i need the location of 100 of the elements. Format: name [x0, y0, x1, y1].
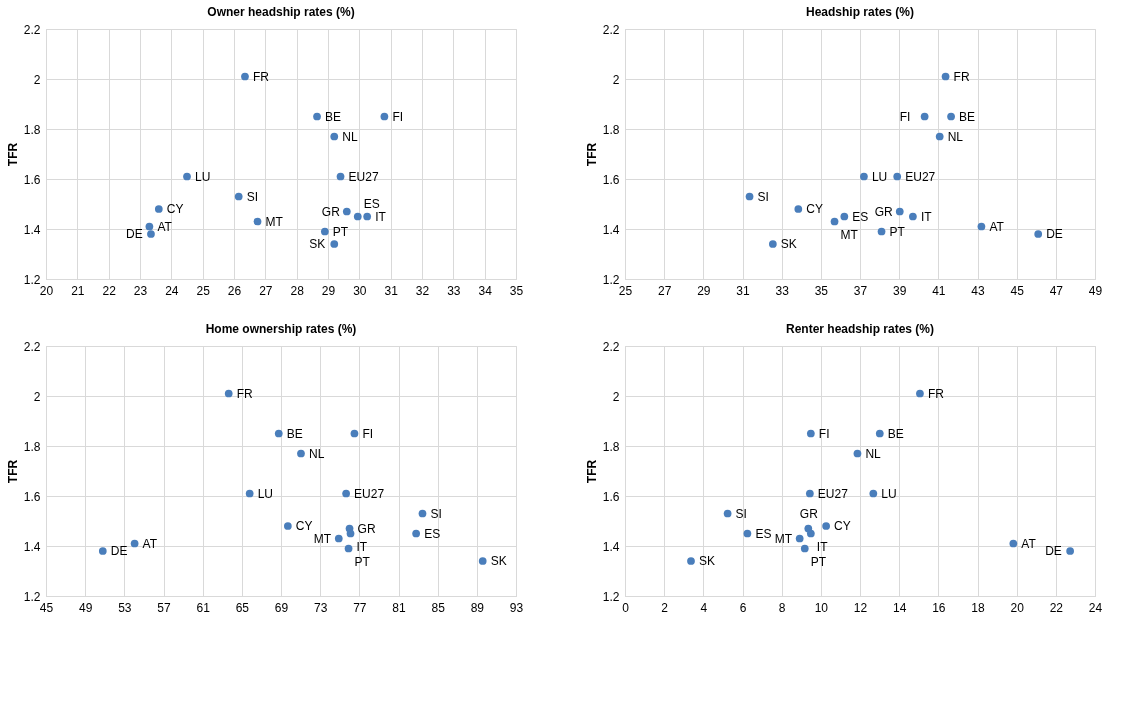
point: [346, 529, 355, 538]
data-label: MT: [840, 227, 859, 242]
data-label: EU27: [348, 169, 379, 184]
data-label: ES: [852, 209, 869, 224]
data-label: FR: [236, 386, 254, 401]
y-tick-label: 1.6: [602, 489, 620, 504]
data-label: PT: [354, 554, 371, 569]
y-tick-label: 1.2: [602, 272, 620, 287]
point: [723, 509, 732, 518]
x-tick-label: 28: [290, 283, 305, 298]
data-label: MT: [774, 531, 793, 546]
x-tick-label: 39: [892, 283, 907, 298]
point: [363, 212, 372, 221]
point: [768, 240, 777, 248]
chart-title: Headship rates (%): [805, 5, 915, 19]
y-tick-label: 1.6: [602, 172, 620, 187]
point: [1009, 539, 1018, 548]
x-tick-label: 27: [259, 283, 273, 298]
x-tick-label: 32: [415, 283, 430, 298]
data-label: SI: [246, 189, 259, 204]
point: [380, 112, 389, 121]
point: [977, 222, 986, 231]
y-tick-label: 1.4: [23, 539, 41, 554]
x-tick-label: 45: [39, 600, 54, 615]
point: [687, 557, 695, 565]
data-label: IT: [816, 539, 829, 554]
x-tick-label: 61: [196, 600, 211, 615]
y-tick-label: 1.4: [602, 222, 620, 237]
y-tick-label: 1.8: [23, 439, 41, 454]
y-tick-label: 1.4: [602, 539, 620, 554]
data-label: SI: [735, 506, 747, 521]
data-label: AT: [142, 536, 158, 551]
point: [920, 112, 929, 121]
data-label: GR: [357, 521, 376, 536]
point: [330, 240, 339, 248]
x-tick-label: 14: [892, 600, 907, 615]
x-tick-label: 73: [313, 600, 328, 615]
x-tick-label: 81: [392, 600, 406, 615]
point: [130, 539, 139, 548]
point: [743, 529, 752, 538]
x-tick-label: 2: [661, 600, 669, 615]
point: [342, 207, 351, 216]
data-label: GR: [321, 204, 341, 219]
point: [344, 544, 353, 553]
x-tick-label: 23: [133, 283, 148, 298]
data-label: LU: [257, 486, 274, 501]
x-tick-label: 18: [971, 600, 985, 615]
point: [877, 227, 886, 236]
point: [1034, 230, 1043, 238]
point: [1066, 547, 1074, 555]
point: [320, 227, 329, 236]
data-label: LU: [881, 486, 897, 501]
data-label: AT: [1021, 536, 1037, 551]
point: [330, 132, 339, 141]
point: [334, 534, 343, 543]
data-label: LU: [195, 169, 211, 184]
point: [241, 72, 249, 81]
x-tick-label: 93: [509, 600, 524, 615]
x-tick-label: 65: [235, 600, 250, 615]
data-label: EU27: [817, 486, 849, 501]
x-tick-label: 25: [196, 283, 211, 298]
point: [869, 489, 878, 498]
data-label: BE: [959, 109, 976, 124]
point: [800, 544, 809, 553]
point: [350, 429, 359, 438]
point: [830, 217, 839, 226]
data-label: AT: [157, 219, 173, 234]
data-label: IT: [920, 209, 933, 224]
point: [253, 217, 262, 226]
point: [353, 212, 362, 221]
data-label: CY: [806, 202, 823, 216]
x-tick-label: 8: [778, 600, 786, 615]
data-label: EU27: [354, 486, 385, 501]
data-label: NL: [947, 129, 964, 144]
x-tick-label: 47: [1049, 283, 1064, 298]
data-label: MT: [313, 531, 332, 546]
y-tick-label: 2: [612, 389, 620, 404]
x-tick-label: 22: [102, 283, 117, 298]
data-label: DE: [110, 544, 128, 558]
data-label: NL: [308, 446, 325, 461]
point: [342, 489, 350, 498]
point: [183, 172, 191, 181]
data-label: SI: [430, 506, 442, 521]
y-tick-label: 2.2: [602, 339, 620, 354]
point: [895, 207, 904, 216]
x-tick-label: 49: [78, 600, 93, 615]
chart-title: Owner headship rates (%): [207, 5, 355, 19]
x-tick-label: 16: [932, 600, 946, 615]
y-tick-label: 1.8: [602, 122, 620, 137]
data-label: MT: [265, 214, 284, 229]
point: [947, 112, 955, 121]
data-label: IT: [356, 539, 368, 554]
point: [418, 509, 427, 518]
x-tick-label: 20: [39, 283, 54, 298]
x-tick-label: 45: [1010, 283, 1025, 298]
y-axis-title: TFR: [5, 459, 20, 484]
x-tick-label: 49: [1088, 283, 1103, 298]
x-tick-label: 20: [1010, 600, 1025, 615]
point: [274, 429, 283, 438]
x-tick-label: 25: [618, 283, 633, 298]
